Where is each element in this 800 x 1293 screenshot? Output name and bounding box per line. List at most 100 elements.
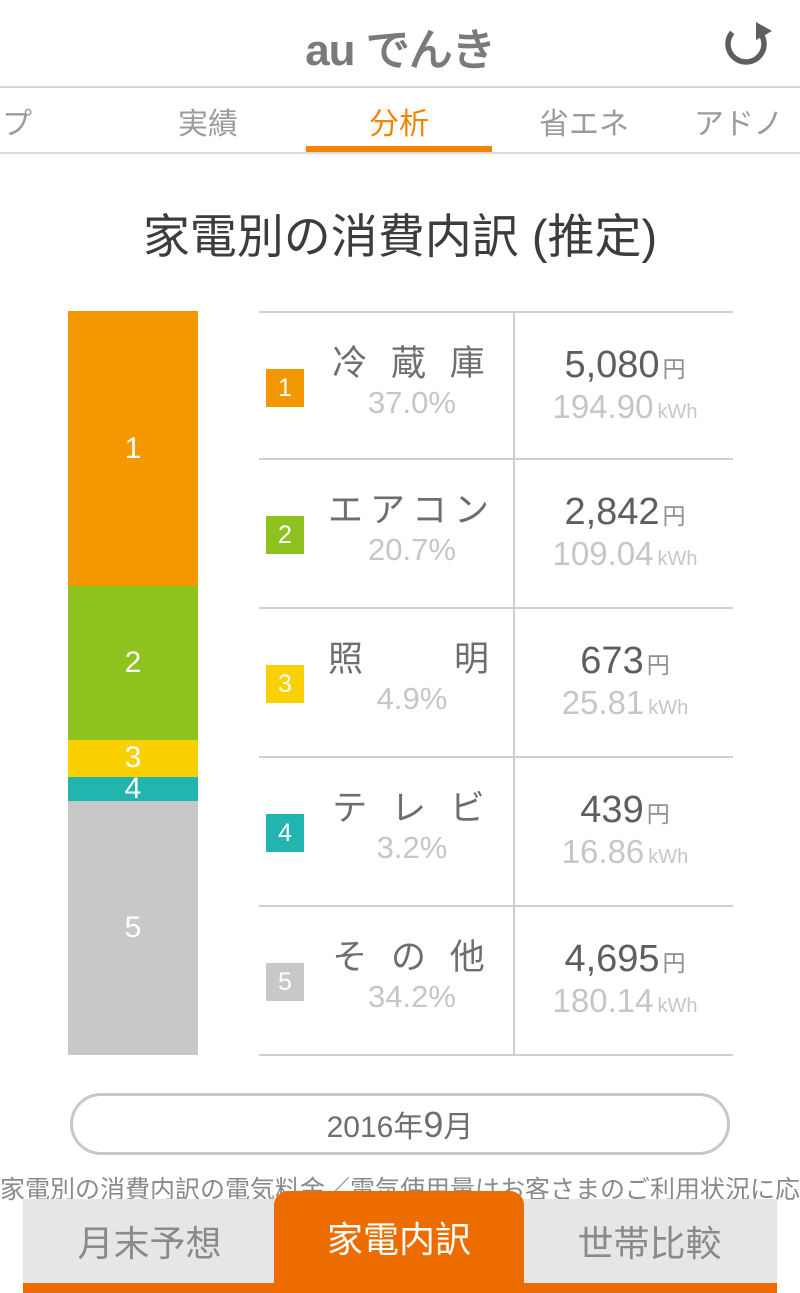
rank-badge-5[interactable]: 5	[266, 963, 304, 1001]
appliance-info: 照 明 4.9%	[317, 639, 507, 716]
energy-line: 194.90 kWh	[517, 388, 733, 427]
appliance-percent: 20.7%	[368, 532, 456, 568]
column-divider	[513, 609, 515, 756]
top-tab-energy-saving[interactable]: 省エネ	[539, 108, 629, 141]
top-tab-map[interactable]: ップ	[0, 108, 32, 141]
cost-unit: 円	[646, 801, 670, 827]
appliance-name: 照 明	[327, 640, 496, 679]
appliance-percent: 34.2%	[368, 979, 456, 1015]
energy-unit: kWh	[648, 696, 689, 719]
appliance-info: そ の 他 34.2%	[317, 937, 507, 1014]
energy-value: 25.81	[561, 683, 645, 721]
cost-line: 673 円	[517, 639, 733, 684]
energy-value: 16.86	[561, 832, 645, 870]
bar-segment-4[interactable]: 4	[68, 776, 198, 801]
cost-value: 4,695	[564, 938, 660, 980]
appliance-info: テ レ ビ 3.2%	[317, 788, 507, 865]
month-year: 2016	[326, 1111, 394, 1144]
appliance-percent: 4.9%	[376, 681, 448, 717]
bottom-tab-bar: 月末予想 世帯比較 家電内訳	[0, 1190, 800, 1293]
appliance-values: 673 円 25.81 kWh	[517, 639, 733, 723]
month-unit: 月	[443, 1111, 474, 1144]
top-tab-results[interactable]: 実績	[178, 108, 238, 141]
bar-segment-3[interactable]: 3	[68, 740, 198, 777]
app-title: au でんき	[305, 26, 496, 75]
appliance-values: 439 円 16.86 kWh	[517, 788, 733, 872]
cost-line: 439 円	[517, 788, 733, 833]
energy-line: 16.86 kWh	[517, 833, 733, 872]
bar-segment-label: 5	[124, 910, 142, 944]
month-year-unit: 年	[393, 1111, 424, 1144]
rank-badge-4[interactable]: 4	[266, 814, 304, 852]
appliance-name: 冷 蔵 庫	[332, 344, 492, 383]
appliance-values: 2,842 円 109.04 kWh	[517, 490, 733, 574]
bottom-tab-appliance-breakdown[interactable]: 家電内訳	[274, 1191, 524, 1283]
energy-unit: kWh	[657, 547, 698, 570]
table-row[interactable]: 2 エアコン 20.7% 2,842 円 109.04 kWh	[259, 460, 733, 609]
cost-line: 2,842 円	[517, 490, 733, 535]
bar-segment-label: 4	[124, 776, 142, 801]
refresh-icon	[720, 18, 772, 70]
energy-unit: kWh	[657, 400, 698, 423]
appliance-values: 4,695 円 180.14 kWh	[517, 937, 733, 1021]
cost-unit: 円	[646, 652, 670, 678]
appliance-values: 5,080 円 194.90 kWh	[517, 343, 733, 427]
rank-badge-3[interactable]: 3	[266, 665, 304, 703]
appliance-info: 冷 蔵 庫 37.0%	[317, 343, 507, 420]
appliance-name: エアコン	[327, 491, 496, 530]
bar-segment-1[interactable]: 1	[68, 311, 198, 587]
energy-line: 109.04 kWh	[517, 535, 733, 574]
month-selector-label: 2016年9月	[327, 1102, 474, 1146]
bottom-tab-household-comparison[interactable]: 世帯比較	[522, 1199, 777, 1283]
appliance-name: そ の 他	[332, 938, 492, 977]
energy-line: 25.81 kWh	[517, 684, 733, 723]
cost-line: 4,695 円	[517, 937, 733, 982]
cost-unit: 円	[662, 356, 686, 382]
column-divider	[513, 313, 515, 458]
energy-unit: kWh	[657, 994, 698, 1017]
energy-value: 180.14	[552, 981, 654, 1019]
rank-badge-1[interactable]: 1	[266, 369, 304, 407]
bar-segment-label: 1	[124, 431, 142, 465]
bar-segment-label: 2	[124, 646, 142, 680]
bar-segment-label: 3	[124, 741, 142, 775]
top-tab-advice[interactable]: アドノ	[694, 108, 784, 141]
appliance-name: テ レ ビ	[332, 789, 492, 828]
column-divider	[513, 758, 515, 905]
active-tab-underline	[306, 146, 492, 152]
top-tab-bar: ップ 実績 分析 省エネ アドノ	[0, 88, 800, 154]
bottom-tab-month-end-forecast[interactable]: 月末予想	[23, 1199, 276, 1283]
energy-value: 194.90	[552, 387, 654, 425]
cost-value: 5,080	[564, 344, 660, 386]
energy-unit: kWh	[648, 845, 689, 868]
appliance-percent: 3.2%	[376, 830, 448, 866]
cost-value: 2,842	[564, 491, 660, 533]
refresh-button[interactable]	[716, 14, 776, 74]
cost-line: 5,080 円	[517, 343, 733, 388]
column-divider	[513, 907, 515, 1054]
appliance-percent: 37.0%	[368, 385, 456, 421]
top-tab-analysis[interactable]: 分析	[369, 108, 429, 141]
energy-line: 180.14 kWh	[517, 982, 733, 1021]
cost-value: 439	[580, 789, 644, 831]
bar-segment-5[interactable]: 5	[68, 800, 198, 1055]
bar-segment-2[interactable]: 2	[68, 586, 198, 741]
month-selector[interactable]: 2016年9月	[70, 1093, 730, 1155]
energy-value: 109.04	[552, 534, 654, 572]
month-number: 9	[423, 1104, 444, 1145]
rank-badge-2[interactable]: 2	[266, 516, 304, 554]
app-header: au でんき	[0, 0, 800, 88]
cost-unit: 円	[662, 950, 686, 976]
cost-unit: 円	[662, 503, 686, 529]
cost-value: 673	[580, 640, 644, 682]
page-title: 家電別の消費内訳 (推定)	[142, 210, 658, 263]
column-divider	[513, 460, 515, 607]
appliance-info: エアコン 20.7%	[317, 490, 507, 567]
